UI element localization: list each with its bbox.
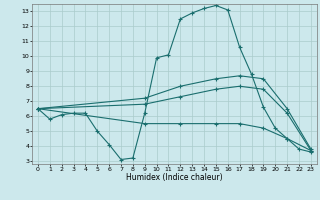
X-axis label: Humidex (Indice chaleur): Humidex (Indice chaleur) <box>126 173 223 182</box>
